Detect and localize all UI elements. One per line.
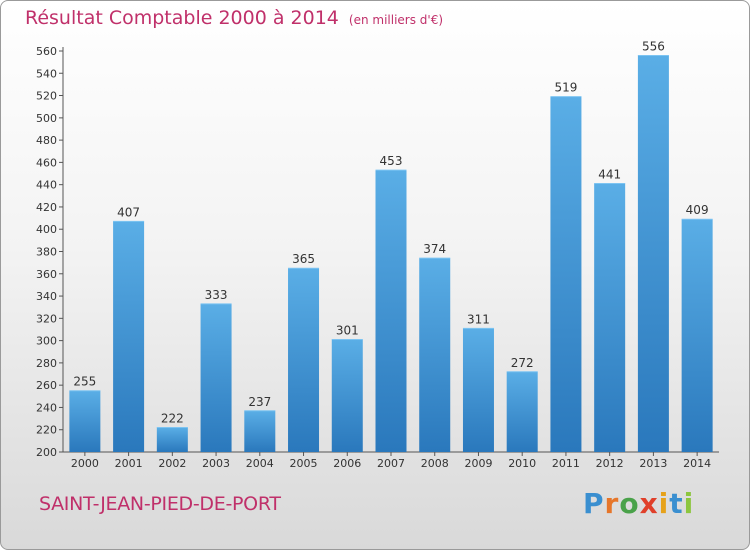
- y-tick-label-360: 360: [36, 268, 57, 281]
- y-tick-label-260: 260: [36, 379, 57, 392]
- bar-2006: [331, 339, 363, 452]
- y-tick-label-500: 500: [36, 112, 57, 125]
- y-tick-label-300: 300: [36, 335, 57, 348]
- x-tick-label-2007: 2007: [377, 457, 405, 470]
- x-tick-label-2005: 2005: [290, 457, 318, 470]
- x-tick-label-2004: 2004: [246, 457, 274, 470]
- data-label-2012: 441: [598, 168, 621, 182]
- x-tick-label-2003: 2003: [202, 457, 230, 470]
- x-tick-label-2002: 2002: [158, 457, 186, 470]
- y-tick-label-200: 200: [36, 446, 57, 459]
- y-tick-label-320: 320: [36, 312, 57, 325]
- x-tick-label-2001: 2001: [115, 457, 143, 470]
- chart-title: Résultat Comptable 2000 à 2014 (en millie…: [25, 7, 443, 29]
- y-tick-label-480: 480: [36, 134, 57, 147]
- data-label-2001: 407: [117, 205, 140, 219]
- y-tick-label-520: 520: [36, 90, 57, 103]
- x-tick-label-2006: 2006: [333, 457, 361, 470]
- data-label-2002: 222: [161, 411, 184, 425]
- data-label-2005: 365: [292, 252, 315, 266]
- data-label-2000: 255: [73, 375, 96, 389]
- bar-2003: [200, 303, 232, 452]
- bar-2012: [594, 183, 626, 452]
- data-label-2003: 333: [205, 288, 228, 302]
- x-tick-label-2010: 2010: [508, 457, 536, 470]
- bar-2009: [462, 328, 494, 452]
- bar-2011: [550, 96, 582, 453]
- y-tick-label-220: 220: [36, 424, 57, 437]
- y-tick-label-280: 280: [36, 357, 57, 370]
- bar-2005: [288, 268, 320, 452]
- bar-2004: [244, 410, 276, 452]
- data-label-2011: 519: [554, 81, 577, 95]
- y-tick-label-560: 560: [36, 45, 57, 58]
- y-tick-label-380: 380: [36, 246, 57, 259]
- x-tick-label-2012: 2012: [596, 457, 624, 470]
- commune-name: SAINT-JEAN-PIED-DE-PORT: [39, 493, 281, 515]
- y-tick-label-460: 460: [36, 156, 57, 169]
- x-tick-label-2011: 2011: [552, 457, 580, 470]
- bar-2007: [375, 170, 407, 453]
- data-label-2009: 311: [467, 312, 490, 326]
- y-tick-label-340: 340: [36, 290, 57, 303]
- y-tick-label-400: 400: [36, 223, 57, 236]
- x-tick-label-2013: 2013: [639, 457, 667, 470]
- y-tick-label-420: 420: [36, 201, 57, 214]
- bar-2001: [113, 221, 145, 452]
- y-tick-label-240: 240: [36, 401, 57, 414]
- y-tick-label-440: 440: [36, 179, 57, 192]
- bar-2014: [681, 219, 713, 452]
- data-label-2013: 556: [642, 39, 665, 53]
- y-tick-label-540: 540: [36, 67, 57, 80]
- data-label-2010: 272: [511, 356, 534, 370]
- data-label-2007: 453: [380, 154, 403, 168]
- data-label-2008: 374: [423, 242, 446, 256]
- bar-2013: [637, 55, 669, 452]
- chart-subtitle: (en milliers d'€): [348, 13, 444, 27]
- proxiti-logo[interactable]: Proxiti: [583, 487, 695, 520]
- bar-2002: [156, 427, 188, 452]
- data-label-2004: 237: [248, 395, 271, 409]
- x-tick-label-2000: 2000: [71, 457, 99, 470]
- bar-2000: [69, 390, 101, 452]
- bar-2008: [419, 258, 451, 452]
- data-label-2014: 409: [686, 203, 709, 217]
- x-tick-label-2008: 2008: [421, 457, 449, 470]
- data-label-2006: 301: [336, 323, 359, 337]
- bar-2010: [506, 371, 538, 452]
- chart-title-text: Résultat Comptable 2000 à 2014: [25, 7, 339, 29]
- x-tick-label-2009: 2009: [464, 457, 492, 470]
- x-tick-label-2014: 2014: [683, 457, 711, 470]
